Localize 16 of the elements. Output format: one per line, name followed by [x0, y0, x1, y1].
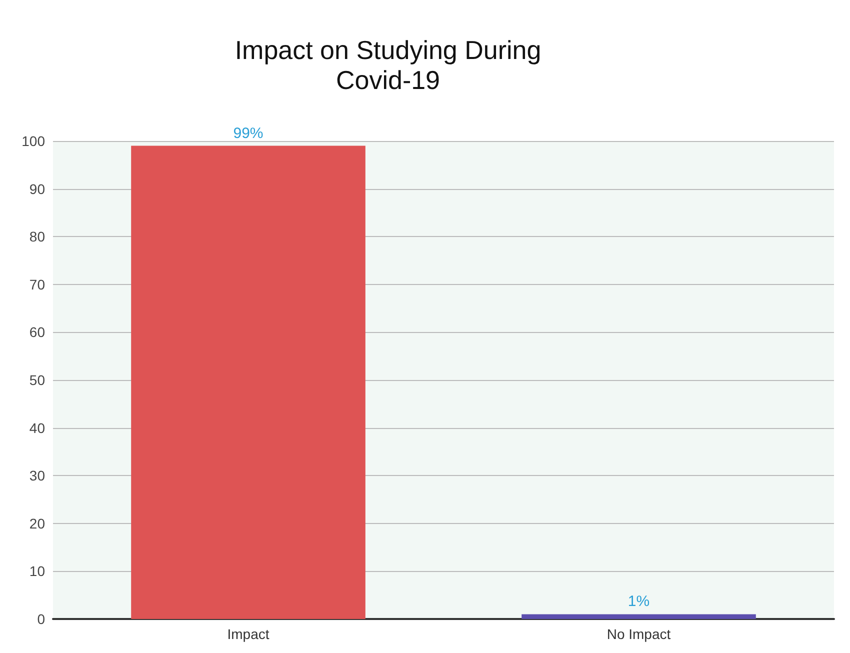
x-tick-label: No Impact: [606, 626, 671, 642]
y-tick-label: 60: [29, 324, 46, 340]
chart-title: Impact on Studying During Covid-19: [234, 35, 542, 95]
y-tick-label: 80: [29, 228, 46, 245]
y-tick-label: 100: [22, 133, 46, 149]
data-label: 99%: [233, 124, 264, 142]
y-tick-label: 20: [29, 515, 46, 532]
y-tick-label: 50: [29, 372, 46, 388]
y-tick-label: 40: [29, 420, 46, 436]
x-tick-label: Impact: [227, 626, 270, 642]
y-tick-label: 10: [29, 563, 46, 580]
y-tick-label: 0: [37, 611, 46, 627]
data-label: 1%: [628, 593, 650, 610]
y-tick-label: 90: [29, 180, 46, 197]
y-tick-label: 70: [29, 276, 46, 292]
y-tick-label: 30: [29, 468, 46, 484]
